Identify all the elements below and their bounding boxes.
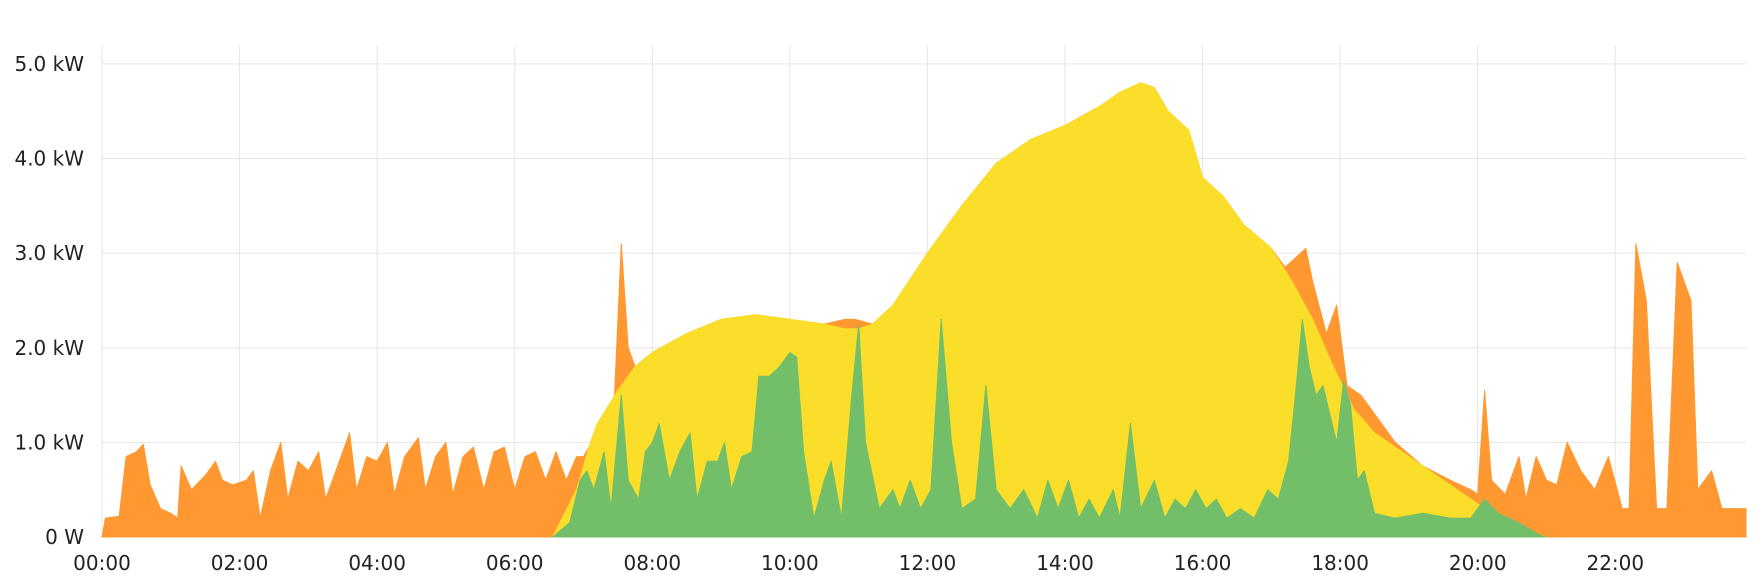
x-tick-label: 08:00 bbox=[623, 551, 681, 575]
x-tick-label: 00:00 bbox=[73, 551, 131, 575]
x-axis: 00:00 02:00 04:00 06:00 08:00 10:00 12:00 14:00… bbox=[73, 551, 1644, 575]
x-tick-label: 20:00 bbox=[1449, 551, 1507, 575]
x-tick-label: 16:00 bbox=[1174, 551, 1232, 575]
y-tick-label: 3.0 kW bbox=[14, 241, 84, 265]
y-tick-label: 2.0 kW bbox=[14, 336, 84, 360]
y-tick-label: 5.0 kW bbox=[14, 52, 84, 76]
y-tick-label: 1.0 kW bbox=[14, 430, 84, 454]
x-tick-label: 12:00 bbox=[899, 551, 957, 575]
y-tick-label: 4.0 kW bbox=[14, 147, 84, 171]
chart-series bbox=[101, 82, 1747, 538]
series-area-green bbox=[552, 318, 1547, 538]
series-area-yellow bbox=[552, 82, 1547, 538]
x-tick-label: 22:00 bbox=[1586, 551, 1644, 575]
y-tick-label: 0 W bbox=[45, 525, 84, 549]
x-tick-label: 14:00 bbox=[1036, 551, 1094, 575]
x-tick-label: 02:00 bbox=[211, 551, 269, 575]
x-tick-label: 18:00 bbox=[1311, 551, 1369, 575]
x-tick-label: 06:00 bbox=[486, 551, 544, 575]
x-tick-label: 04:00 bbox=[348, 551, 406, 575]
x-tick-label: 10:00 bbox=[761, 551, 819, 575]
y-axis: 0 W 1.0 kW 2.0 kW 3.0 kW 4.0 kW 5.0 kW bbox=[14, 52, 84, 549]
